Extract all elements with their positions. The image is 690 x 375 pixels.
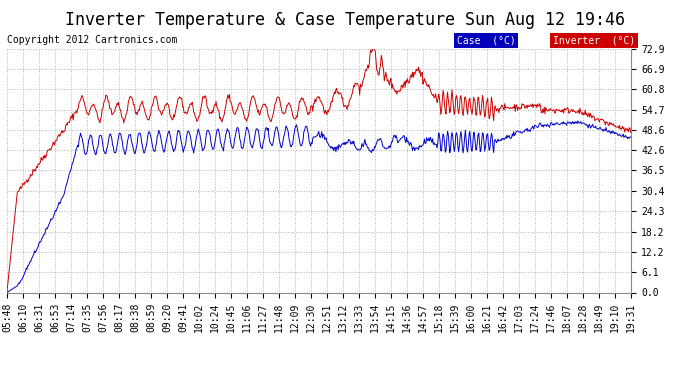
- Text: Inverter Temperature & Case Temperature Sun Aug 12 19:46: Inverter Temperature & Case Temperature …: [65, 11, 625, 29]
- Text: Copyright 2012 Cartronics.com: Copyright 2012 Cartronics.com: [7, 35, 177, 45]
- Text: Case  (°C): Case (°C): [457, 35, 515, 45]
- Text: Inverter  (°C): Inverter (°C): [553, 35, 635, 45]
